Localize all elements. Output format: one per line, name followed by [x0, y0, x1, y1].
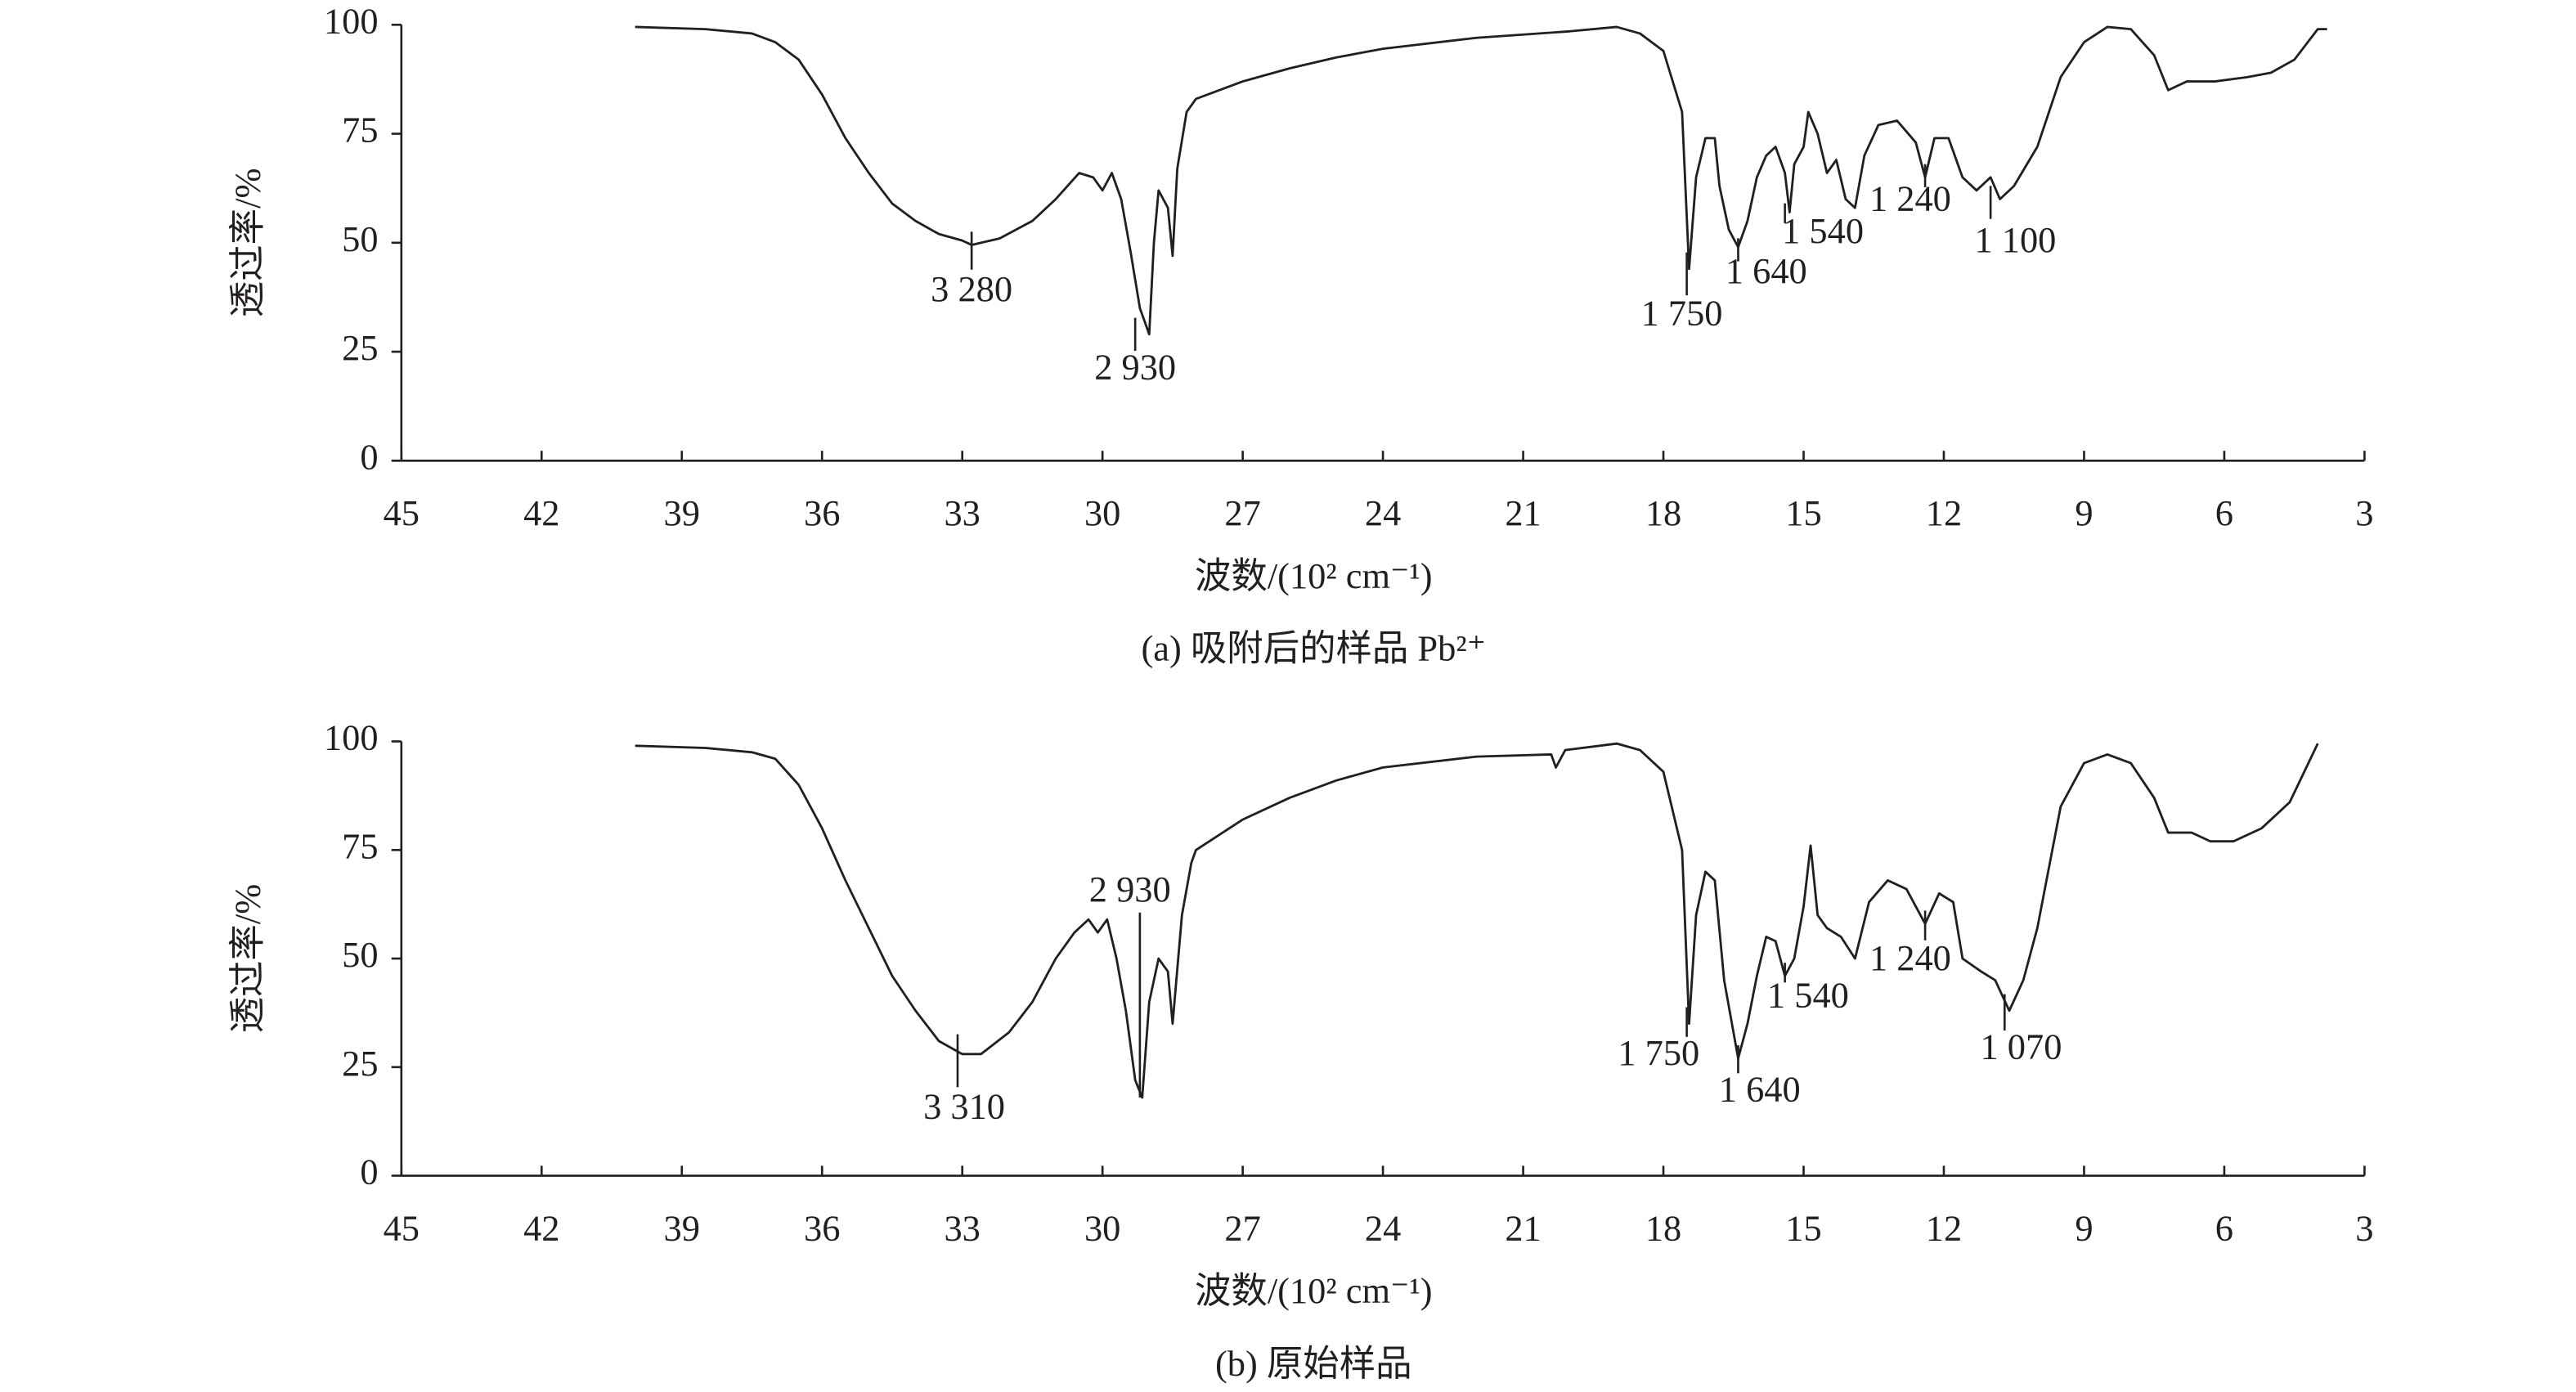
x-tick-label: 24 — [1365, 492, 1401, 533]
x-tick-label: 12 — [1926, 1207, 1962, 1248]
y-tick-label: 0 — [360, 1152, 378, 1192]
panel: 0 25 50 75 100 45 42 39 36 33 30 27 24 21 18 15 12 9 6 3 波数/… — [227, 0, 2373, 668]
annotation-label: 1 100 — [1974, 219, 2056, 260]
annotation-label: 1 640 — [1719, 1069, 1801, 1110]
panel: 0 25 50 75 100 45 42 39 36 33 30 27 24 21 18 15 12 9 6 3 波数/… — [227, 717, 2373, 1384]
y-tick-label: 25 — [342, 1043, 378, 1084]
x-tick-label: 18 — [1645, 1207, 1681, 1248]
x-tick-label: 18 — [1645, 492, 1681, 533]
caption: (b) 原始样品 — [1215, 1343, 1412, 1384]
x-tick-label: 30 — [1084, 492, 1120, 533]
annotation-label: 1 070 — [1981, 1026, 2062, 1066]
y-tick-label: 75 — [342, 825, 378, 866]
annotation-label: 1 640 — [1726, 250, 1807, 291]
x-tick-label: 24 — [1365, 1207, 1401, 1248]
y-tick-label: 0 — [360, 436, 378, 477]
x-tick-label: 6 — [2215, 1207, 2233, 1248]
x-axis-label: 波数/(10² cm⁻¹) — [1195, 555, 1433, 596]
x-tick-label: 27 — [1224, 492, 1260, 533]
x-tick-label: 33 — [944, 1207, 980, 1248]
y-tick-label: 50 — [342, 934, 378, 975]
x-tick-label: 39 — [664, 1207, 700, 1248]
x-tick-label: 45 — [384, 492, 420, 533]
y-tick-label: 100 — [324, 0, 379, 41]
caption: (a) 吸附后的样品 Pb²⁺ — [1142, 628, 1487, 669]
annotation-label: 2 930 — [1094, 346, 1176, 387]
annotation-label: 3 280 — [931, 268, 1012, 309]
x-tick-label: 12 — [1926, 492, 1962, 533]
x-tick-label: 9 — [2075, 492, 2093, 533]
x-tick-label: 39 — [664, 492, 700, 533]
x-tick-label: 33 — [944, 492, 980, 533]
x-axis-label: 波数/(10² cm⁻¹) — [1195, 1270, 1433, 1311]
x-tick-label: 36 — [804, 492, 840, 533]
x-tick-label: 15 — [1785, 492, 1821, 533]
x-tick-label: 3 — [2355, 1207, 2373, 1248]
x-tick-label: 45 — [384, 1207, 420, 1248]
annotation-label: 3 310 — [923, 1086, 1005, 1127]
x-tick-label: 15 — [1785, 1207, 1821, 1248]
annotation-label: 1 540 — [1782, 210, 1864, 251]
y-tick-label: 25 — [342, 327, 378, 368]
y-axis-label: 透过率/% — [227, 884, 267, 1034]
x-tick-label: 42 — [523, 1207, 559, 1248]
annotation-label: 1 240 — [1869, 177, 1951, 218]
annotation-label: 1 750 — [1641, 293, 1723, 334]
annotation-label: 1 540 — [1767, 975, 1849, 1016]
x-tick-label: 3 — [2355, 492, 2373, 533]
annotation-label: 2 930 — [1089, 869, 1171, 909]
y-tick-label: 50 — [342, 218, 378, 259]
x-tick-label: 30 — [1084, 1207, 1120, 1248]
annotation-label: 1 240 — [1869, 937, 1951, 978]
x-tick-label: 36 — [804, 1207, 840, 1248]
y-tick-label: 75 — [342, 110, 378, 150]
x-tick-label: 21 — [1505, 492, 1541, 533]
annotation-label: 1 750 — [1618, 1032, 1699, 1073]
y-axis-label: 透过率/% — [227, 168, 267, 318]
x-tick-label: 21 — [1505, 1207, 1541, 1248]
spectrum-line — [635, 25, 2327, 336]
x-tick-label: 27 — [1224, 1207, 1260, 1248]
y-tick-label: 100 — [324, 717, 379, 758]
spectrum-line — [635, 742, 2319, 1099]
x-tick-label: 6 — [2215, 492, 2233, 533]
x-tick-label: 42 — [523, 492, 559, 533]
x-tick-label: 9 — [2075, 1207, 2093, 1248]
